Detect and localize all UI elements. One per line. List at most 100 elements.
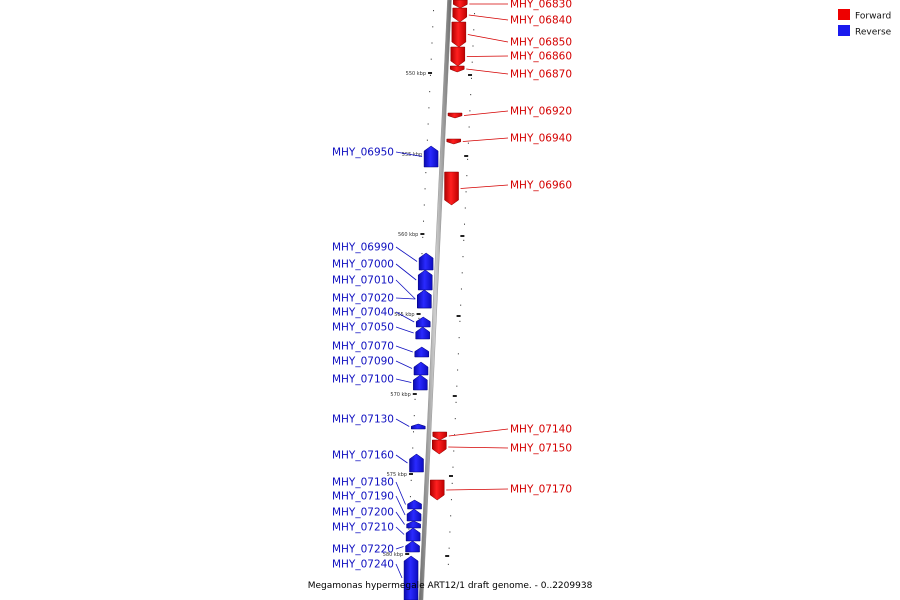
- gene-arrow-mhy-06860[interactable]: [450, 46, 466, 67]
- gene-label-mhy-06840[interactable]: MHY_06840: [510, 15, 572, 27]
- tick-dot: [427, 123, 429, 125]
- gene-arrow-mhy-06830[interactable]: [453, 0, 468, 9]
- gene-arrow-mhy-06850[interactable]: [451, 21, 467, 48]
- gene-label-mhy-07000[interactable]: MHY_07000: [332, 259, 394, 271]
- tick-dot: [451, 482, 453, 484]
- tick-dot: [457, 353, 459, 355]
- genome-backbone: [418, 0, 452, 600]
- scale-tick: [420, 233, 425, 235]
- gene-label-mhy-06990[interactable]: MHY_06990: [332, 242, 394, 254]
- scale-tick: [405, 553, 410, 555]
- gene-arrow-mhy-07070[interactable]: [414, 346, 430, 358]
- tick-dot: [474, 13, 476, 15]
- gene-arrow-mhy-07020[interactable]: [417, 289, 432, 309]
- gene-label-mhy-07170[interactable]: MHY_07170: [510, 484, 572, 496]
- tick-dot: [414, 398, 416, 400]
- gene-label-mhy-07160[interactable]: MHY_07160: [332, 450, 394, 462]
- tick-dot: [468, 126, 470, 128]
- gene-label-mhy-07240[interactable]: MHY_07240: [332, 559, 394, 571]
- gene-arrow-mhy-07040[interactable]: [415, 316, 431, 328]
- leader-line: [395, 378, 412, 383]
- gene-arrow-mhy-07130[interactable]: [410, 423, 426, 430]
- gene-arrow-mhy-07000[interactable]: [417, 269, 433, 291]
- tick-dot: [453, 450, 455, 452]
- gene-label-mhy-06830[interactable]: MHY_06830: [510, 0, 572, 11]
- gene-arrow-mhy-06960[interactable]: [444, 171, 459, 206]
- tick-dot: [470, 77, 472, 79]
- leader-line: [395, 246, 418, 262]
- gene-label-mhy-06870[interactable]: MHY_06870: [510, 69, 572, 81]
- gene-arrow-mhy-06840[interactable]: [452, 7, 468, 23]
- gene-arrow-mhy-06940[interactable]: [446, 138, 462, 145]
- gene-arrow-mhy-07180[interactable]: [407, 499, 422, 510]
- gene-arrow-mhy-06870[interactable]: [449, 65, 465, 73]
- scale-label: 570 kbp: [390, 392, 410, 398]
- gene-arrow-mhy-07050[interactable]: [415, 326, 430, 340]
- gene-arrow-mhy-07190[interactable]: [406, 508, 422, 522]
- gene-arrow-mhy-07100[interactable]: [413, 374, 428, 391]
- gene-arrow-mhy-07210[interactable]: [405, 527, 421, 542]
- leader-line: [395, 511, 405, 525]
- leader-line: [395, 326, 414, 334]
- gene-arrow-mhy-07170[interactable]: [429, 479, 445, 501]
- tick-dot: [412, 447, 414, 449]
- gene-label-mhy-07130[interactable]: MHY_07130: [332, 414, 394, 426]
- gene-label-mhy-07150[interactable]: MHY_07150: [510, 443, 572, 455]
- gene-arrow-mhy-06920[interactable]: [447, 112, 463, 119]
- tick-dot: [463, 239, 465, 241]
- gene-arrow-mhy-07240[interactable]: [403, 555, 419, 600]
- gene-arrow-mhy-06990[interactable]: [418, 252, 434, 271]
- leader-line: [395, 279, 416, 300]
- tick-dot: [429, 74, 431, 76]
- gene-label-mhy-07140[interactable]: MHY_07140: [510, 424, 572, 436]
- tick-dot: [432, 26, 434, 28]
- tick-dot: [467, 158, 469, 160]
- gene-arrow-mhy-07220[interactable]: [405, 540, 420, 553]
- gene-label-mhy-07220[interactable]: MHY_07220: [332, 544, 394, 556]
- scale-tick: [428, 72, 433, 74]
- tick-dot: [470, 94, 472, 96]
- gene-label-mhy-07050[interactable]: MHY_07050: [332, 322, 394, 334]
- scale-label: 575 kbp: [387, 472, 407, 478]
- tick-dot: [425, 172, 427, 174]
- gene-label-mhy-07010[interactable]: MHY_07010: [332, 275, 394, 287]
- tick-dot: [430, 58, 432, 60]
- gene-label-mhy-07090[interactable]: MHY_07090: [332, 356, 394, 368]
- gene-arrow-mhy-07090[interactable]: [413, 361, 429, 376]
- gene-label-mhy-07190[interactable]: MHY_07190: [332, 491, 394, 503]
- tick-dot: [448, 547, 450, 549]
- leader-line: [395, 297, 416, 300]
- scale-tick: [445, 555, 450, 557]
- gene-label-mhy-06940[interactable]: MHY_06940: [510, 133, 572, 145]
- tick-dot: [423, 204, 425, 206]
- tick-dot: [455, 401, 457, 403]
- gene-label-mhy-06860[interactable]: MHY_06860: [510, 51, 572, 63]
- tick-dot: [409, 496, 411, 498]
- gene-label-mhy-07070[interactable]: MHY_07070: [332, 341, 394, 353]
- leader-line: [395, 526, 405, 535]
- gene-arrow-mhy-07200[interactable]: [406, 520, 421, 529]
- gene-label-mhy-07210[interactable]: MHY_07210: [332, 522, 394, 534]
- gene-arrow-mhy-07140[interactable]: [432, 431, 448, 441]
- gene-label-mhy-06950[interactable]: MHY_06950: [332, 147, 394, 159]
- gene-label-mhy-06960[interactable]: MHY_06960: [510, 180, 572, 192]
- gene-arrow-mhy-07160[interactable]: [409, 453, 424, 473]
- gene-arrow-mhy-06950[interactable]: [423, 145, 439, 168]
- tick-dot: [431, 42, 433, 44]
- gene-label-mhy-06920[interactable]: MHY_06920: [510, 106, 572, 118]
- gene-label-mhy-07180[interactable]: MHY_07180: [332, 477, 394, 489]
- gene-label-mhy-07100[interactable]: MHY_07100: [332, 374, 394, 386]
- tick-dot: [424, 188, 426, 190]
- gene-label-mhy-07040[interactable]: MHY_07040: [332, 307, 394, 319]
- legend: Forward Reverse: [838, 9, 892, 38]
- gene-features: [403, 0, 468, 600]
- gene-label-mhy-06850[interactable]: MHY_06850: [510, 37, 572, 49]
- gene-labels: MHY_06830 MHY_06840 MHY_06850 MHY_06860 MHY_…: [332, 0, 572, 571]
- scale-tick: [448, 475, 453, 477]
- leader-line: [460, 184, 509, 189]
- leader-line: [462, 137, 509, 142]
- gene-label-mhy-07020[interactable]: MHY_07020: [332, 293, 394, 305]
- gene-arrow-mhy-07150[interactable]: [432, 439, 447, 455]
- gene-label-mhy-07200[interactable]: MHY_07200: [332, 507, 394, 519]
